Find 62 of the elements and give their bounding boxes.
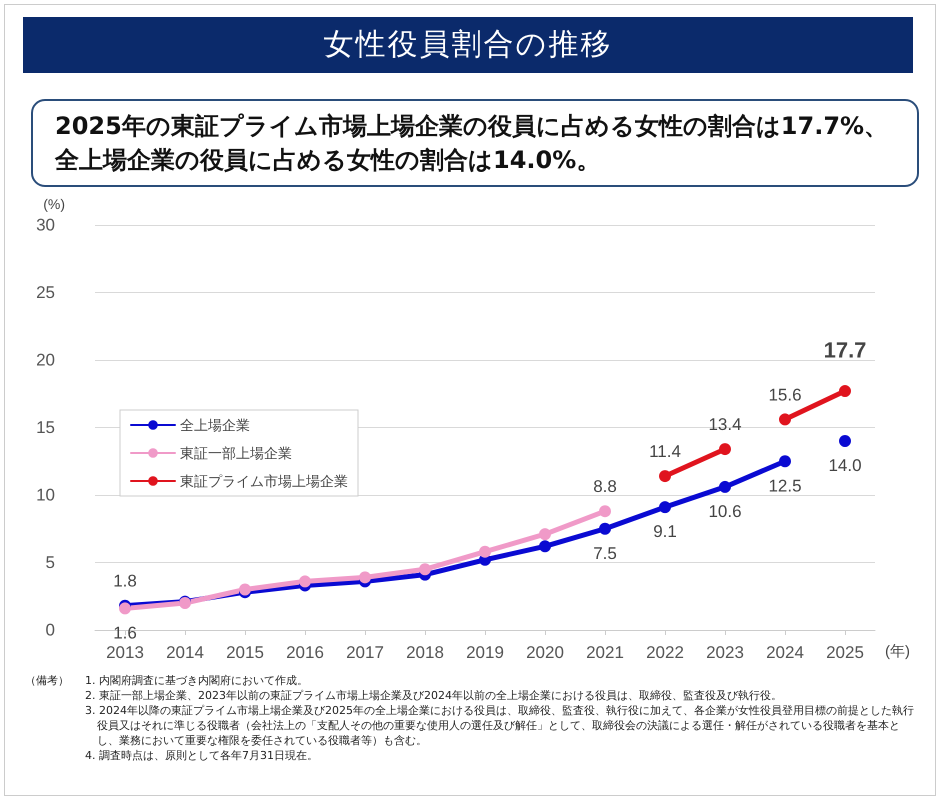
data-label: 9.1 xyxy=(653,522,677,542)
text: 2. 東証一部上場企業、2023年以前の東証プライム市場上場企業及び2024年以前の全上場企業における役員は、取締役、監査役及び執行役。 xyxy=(85,688,783,703)
x-tick-label: 2022 xyxy=(646,643,684,662)
x-tick-label: 2016 xyxy=(286,643,324,662)
point xyxy=(839,385,851,398)
data-label: 10.6 xyxy=(708,502,742,521)
x-tick-label: 2013 xyxy=(106,643,144,662)
x-tick-label: 2025 xyxy=(826,643,864,662)
text: （備考） xyxy=(25,673,70,689)
x-tick-label: 2019 xyxy=(466,643,504,662)
x-tick-label: 2015 xyxy=(226,643,264,662)
x-tick-label: 2018 xyxy=(406,643,444,662)
point xyxy=(479,546,491,558)
y-tick-label: 20 xyxy=(36,350,55,370)
point xyxy=(359,571,371,584)
text: 3. 2024年以降の東証プライム市場上場企業及び2025年の全上場企業における役員は、取締役、監査役、執行役に加えて、各企業が女性役員登用目標の前提とした執行役員又はそれに準じる役職者（会社法上の「支配人その他の重要な使用人の選任及び解任」として、取締役会の決議による選任・解任がされている役職者を基本とし、業務において重要な権限を委任されている役職者等）も含む。 xyxy=(85,703,915,748)
y-tick-label: 0 xyxy=(46,620,55,640)
y-tick-label: 25 xyxy=(36,283,55,302)
x-tick-label: 2023 xyxy=(706,643,744,662)
point xyxy=(719,480,731,493)
point xyxy=(239,584,251,596)
data-label: 1.6 xyxy=(113,623,137,642)
point xyxy=(299,575,311,588)
x-axis-title: (年) xyxy=(885,643,910,660)
point xyxy=(659,470,671,482)
point xyxy=(779,455,791,468)
point xyxy=(839,435,851,447)
chart-subtitle: 2025年の東証プライム市場上場企業の役員に占める女性の割合は17.7%、全上場企業の役員に占める女性の割合は14.0%。 xyxy=(31,99,919,187)
x-tick-label: 2024 xyxy=(766,643,804,662)
point xyxy=(119,602,131,614)
y-tick-label: 5 xyxy=(46,553,55,572)
text: 1. 内閣府調査に基づき内閣府において作成。 xyxy=(85,673,309,688)
point xyxy=(539,540,551,552)
data-label: 13.4 xyxy=(708,415,742,434)
data-label: 11.4 xyxy=(649,442,681,462)
point xyxy=(599,522,611,535)
point xyxy=(659,501,671,514)
point xyxy=(719,443,731,456)
data-label: 17.7 xyxy=(824,338,866,363)
x-tick-label: 2017 xyxy=(346,643,384,662)
point xyxy=(779,413,791,426)
data-label: 1.8 xyxy=(113,572,137,591)
y-tick-label: 30 xyxy=(36,216,55,234)
legend-label: 東証一部上場企業 xyxy=(180,445,292,461)
x-tick-label: 2021 xyxy=(586,643,624,662)
data-label: 12.5 xyxy=(768,476,802,496)
y-tick-label: 10 xyxy=(36,486,55,504)
point xyxy=(539,528,551,540)
y-axis-title: (%) xyxy=(43,196,65,212)
legend-label: 東証プライム市場上場企業 xyxy=(180,473,348,489)
data-label: 7.5 xyxy=(593,544,617,563)
x-tick-label: 2014 xyxy=(166,643,204,662)
text: 4. 調査時点は、原則として各年7月31日現在。 xyxy=(85,748,319,763)
data-label: 8.8 xyxy=(593,477,617,496)
x-tick-label: 2020 xyxy=(526,643,564,662)
legend-label: 全上場企業 xyxy=(180,417,250,433)
point xyxy=(599,505,611,518)
data-label: 15.6 xyxy=(768,385,802,404)
data-label: 14.0 xyxy=(828,456,862,475)
point xyxy=(419,563,431,576)
y-tick-label: 15 xyxy=(36,418,55,437)
chart-title: 女性役員割合の推移 xyxy=(23,17,913,73)
